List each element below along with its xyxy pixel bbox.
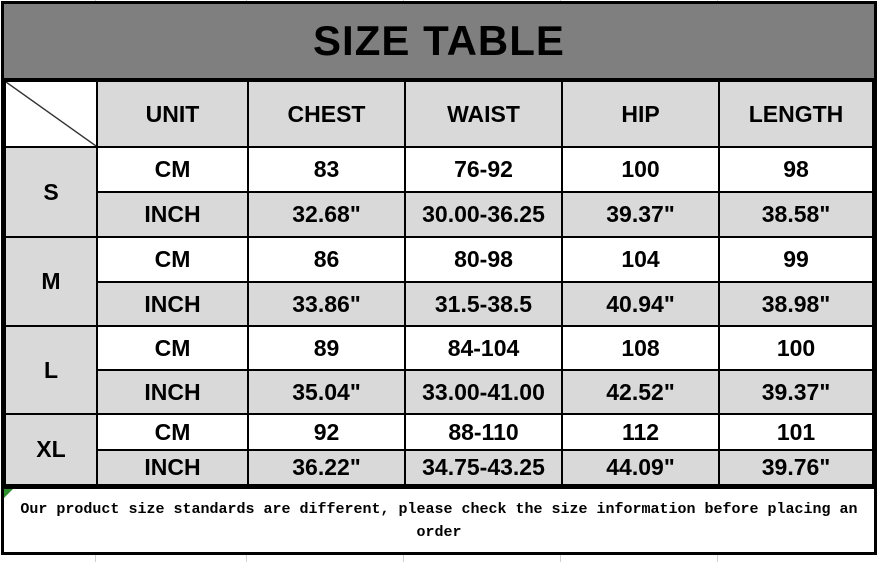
value-cell: 99: [718, 236, 874, 283]
column-header-unit: UNIT: [96, 80, 249, 148]
header-row: UNIT CHEST WAIST HIP LENGTH: [4, 80, 874, 148]
table-row-m-cm: M CM 86 80-98 104 99: [4, 236, 874, 327]
value-cell: 89: [247, 325, 406, 371]
value-cell: 108: [561, 325, 720, 371]
table-row-s-cm: S CM 83 76-92 100 98: [4, 146, 874, 238]
value-cell: 36.22": [247, 449, 406, 486]
value-cell: 42.52": [561, 369, 720, 415]
table-row-m-inch: INCH 33.86" 31.5-38.5 40.94" 38.98": [5, 281, 874, 327]
value-cell: 38.98": [718, 281, 874, 327]
value-cell: 100: [561, 146, 720, 193]
unit-label: INCH: [96, 281, 249, 327]
size-label-m: M: [4, 236, 98, 327]
value-cell: 30.00-36.25: [404, 191, 563, 238]
column-header-waist: WAIST: [404, 80, 563, 148]
column-header-hip: HIP: [561, 80, 720, 148]
unit-label: CM: [96, 325, 249, 371]
note-text-line2: order: [416, 524, 462, 541]
value-cell: 39.37": [561, 191, 720, 238]
table-row-xl-cm: XL CM 92 88-110 112 101: [4, 413, 874, 486]
value-cell: 39.37": [718, 369, 874, 415]
value-cell: 38.58": [718, 191, 874, 238]
value-cell: 104: [561, 236, 720, 283]
value-cell: 84-104: [404, 325, 563, 371]
value-cell: 88-110: [404, 413, 563, 451]
value-cell: 112: [561, 413, 720, 451]
sheet-gridline: [95, 555, 96, 562]
value-cell: 98: [718, 146, 874, 193]
sheet-gridline: [403, 555, 404, 562]
value-cell: 34.75-43.25: [404, 449, 563, 486]
value-cell: 33.86": [247, 281, 406, 327]
size-label-xl: XL: [4, 413, 98, 486]
size-label-s: S: [4, 146, 98, 238]
unit-label: CM: [96, 146, 249, 193]
value-cell: 44.09": [561, 449, 720, 486]
value-cell: 80-98: [404, 236, 563, 283]
sheet-gridline: [246, 555, 247, 562]
note-text-line1: Our product size standards are different…: [20, 501, 858, 518]
value-cell: 40.94": [561, 281, 720, 327]
size-label-l: L: [4, 325, 98, 415]
table-row-l-inch: INCH 35.04" 33.00-41.00 42.52" 39.37": [5, 369, 874, 415]
title-band: SIZE TABLE: [4, 4, 874, 80]
unit-label: CM: [96, 413, 249, 451]
column-header-length: LENGTH: [718, 80, 874, 148]
sheet-gridline: [717, 555, 718, 562]
value-cell: 32.68": [247, 191, 406, 238]
value-cell: 76-92: [404, 146, 563, 193]
value-cell: 39.76": [718, 449, 874, 486]
note-box: Our product size standards are different…: [4, 486, 874, 552]
value-cell: 100: [718, 325, 874, 371]
value-cell: 86: [247, 236, 406, 283]
unit-label: CM: [96, 236, 249, 283]
unit-label: INCH: [96, 191, 249, 238]
value-cell: 31.5-38.5: [404, 281, 563, 327]
cell-corner-marker-icon: [4, 489, 13, 498]
value-cell: 33.00-41.00: [404, 369, 563, 415]
page-title: SIZE TABLE: [313, 17, 565, 64]
table-row-xl-inch: INCH 36.22" 34.75-43.25 44.09" 39.76": [5, 449, 874, 486]
column-header-chest: CHEST: [247, 80, 406, 148]
size-table: UNIT CHEST WAIST HIP LENGTH S CM 83 76-9…: [4, 80, 874, 486]
table-row-l-cm: L CM 89 84-104 108 100: [4, 325, 874, 415]
table-row-s-inch: INCH 32.68" 30.00-36.25 39.37" 38.58": [5, 191, 874, 238]
diagonal-line: [6, 82, 96, 146]
value-cell: 83: [247, 146, 406, 193]
value-cell: 92: [247, 413, 406, 451]
unit-label: INCH: [96, 369, 249, 415]
unit-label: INCH: [96, 449, 249, 486]
corner-cell: [4, 80, 98, 148]
value-cell: 101: [718, 413, 874, 451]
sheet-gridline: [560, 555, 561, 562]
value-cell: 35.04": [247, 369, 406, 415]
